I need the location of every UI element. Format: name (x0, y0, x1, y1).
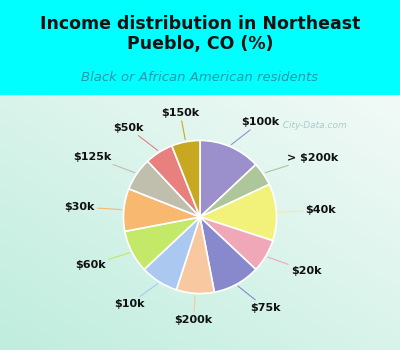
Text: $10k: $10k (114, 284, 158, 309)
Wedge shape (129, 161, 200, 217)
Wedge shape (176, 217, 214, 294)
Wedge shape (172, 140, 200, 217)
Text: > $200k: > $200k (265, 153, 339, 173)
Text: Black or African American residents: Black or African American residents (82, 71, 318, 84)
Wedge shape (124, 189, 200, 231)
Wedge shape (200, 217, 256, 292)
Text: $150k: $150k (161, 108, 199, 140)
Wedge shape (144, 217, 200, 290)
Wedge shape (148, 146, 200, 217)
Text: City-Data.com: City-Data.com (277, 121, 347, 130)
Text: $75k: $75k (238, 286, 280, 313)
Text: $100k: $100k (231, 117, 279, 145)
Text: $50k: $50k (113, 123, 158, 150)
Text: $20k: $20k (268, 257, 322, 276)
Text: $30k: $30k (64, 202, 122, 212)
Text: $40k: $40k (279, 205, 336, 215)
Wedge shape (200, 184, 276, 241)
Wedge shape (200, 140, 256, 217)
Text: Income distribution in Northeast
Pueblo, CO (%): Income distribution in Northeast Pueblo,… (40, 15, 360, 54)
Wedge shape (200, 164, 269, 217)
Text: $60k: $60k (75, 253, 130, 270)
Wedge shape (125, 217, 200, 270)
Wedge shape (200, 217, 273, 270)
Text: $125k: $125k (73, 152, 135, 173)
Text: $200k: $200k (174, 296, 212, 325)
